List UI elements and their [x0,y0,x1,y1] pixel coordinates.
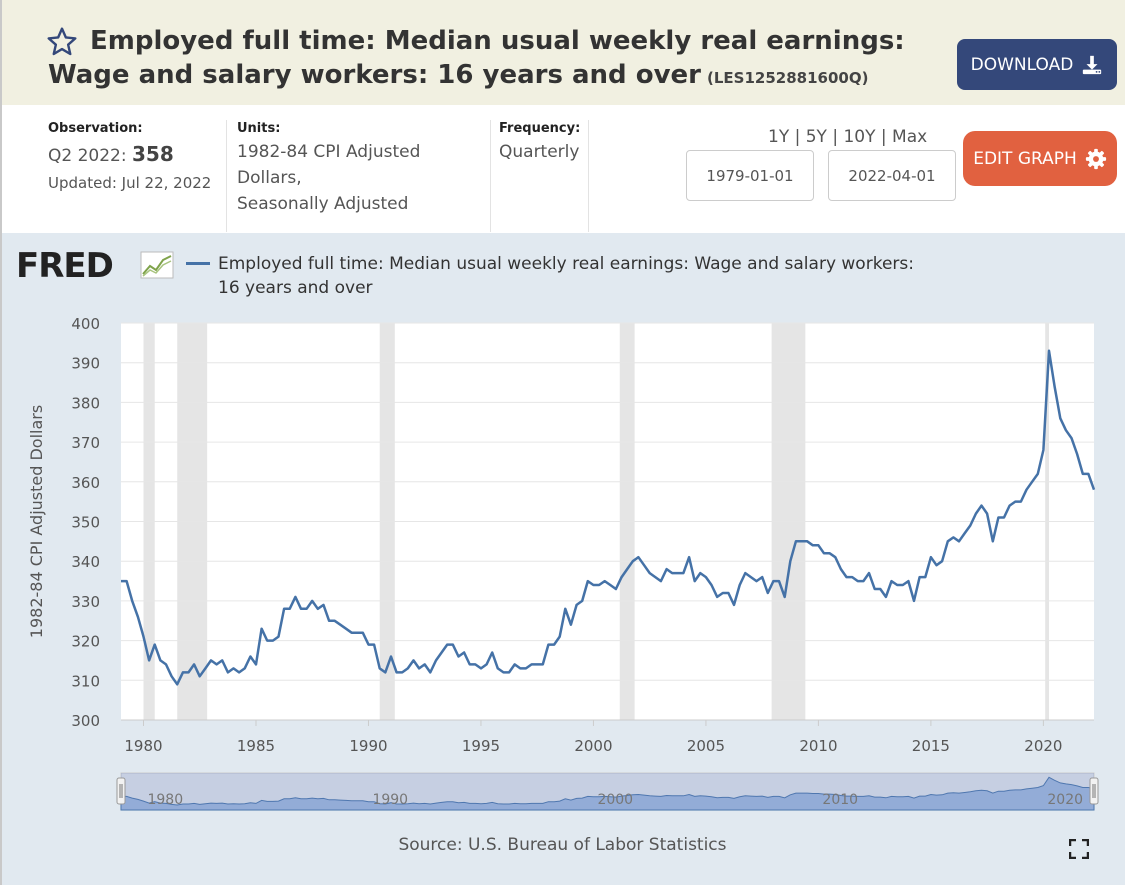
y-tick-label: 400 [71,315,100,333]
x-tick-label: 1990 [349,737,387,755]
y-tick-label: 300 [71,712,100,730]
y-tick-label: 310 [71,672,100,690]
updated-date: Updated: Jul 22, 2022 [48,174,212,192]
fred-logo-text: FRED [16,246,113,282]
download-button[interactable]: DOWNLOAD [957,39,1117,90]
observation-label: Observation: [48,121,143,136]
x-tick-label: 1980 [124,737,162,755]
y-tick-label: 320 [71,633,100,651]
divider [490,120,491,232]
divider [588,120,589,232]
x-tick-label: 2015 [912,737,950,755]
y-axis-label: 1982-84 CPI Adjusted Dollars [27,405,46,638]
star-icon[interactable] [46,26,78,58]
units-line-2: Dollars, [237,168,302,188]
line-chart[interactable]: 300 310 320 330 340 350 360 370 380 390 400 1980 19… [0,300,1125,820]
units-label: Units: [237,121,281,136]
x-tick-label: 2005 [687,737,725,755]
series-id: (LES1252881600Q) [706,69,869,87]
y-tick-label: 390 [71,355,100,373]
legend-label: Employed full time: Median usual weekly … [218,254,914,298]
frequency-label: Frequency: [499,121,581,136]
navigator-series [120,776,1095,811]
x-tick-label: 2000 [574,737,612,755]
fullscreen-icon[interactable] [1069,839,1089,859]
x-tick-label: 2010 [799,737,837,755]
navigator-tick-label: 2020 [1047,792,1083,808]
series-line [121,349,1096,686]
edit-graph-button[interactable]: EDIT GRAPH [963,131,1117,186]
navigator-tick-label: 2010 [822,792,858,808]
frequency-value: Quarterly [499,142,580,162]
gear-icon [1085,148,1106,169]
observation-value: Q2 2022: 358 [48,141,174,169]
y-tick-label: 330 [71,593,100,611]
observation-period: Q2 2022: [48,146,127,166]
legend-swatch [186,262,210,265]
navigator-handle[interactable] [116,777,126,805]
y-tick-label: 380 [71,394,100,412]
edit-graph-label: EDIT GRAPH [973,148,1077,169]
end-date-input[interactable]: 2022-04-01 [828,150,956,201]
x-tick-label: 1985 [237,737,275,755]
navigator-handle[interactable] [1089,777,1099,805]
y-tick-label: 340 [71,553,100,571]
page-title: Employed full time: Median usual weekly … [48,24,928,95]
navigator-tick-label: 2000 [597,792,633,808]
fred-logo: FRED [16,246,174,282]
x-tick-label: 2020 [1024,737,1062,755]
divider [226,120,227,232]
source-text: Source: U.S. Bureau of Labor Statistics [398,835,727,855]
navigator-mask [121,773,1094,810]
y-tick-label: 370 [71,434,100,452]
download-label: DOWNLOAD [970,54,1074,75]
y-tick-label: 350 [71,514,100,532]
title-bar [0,0,1125,105]
observation-number: 358 [132,142,174,166]
units-line-1: 1982-84 CPI Adjusted [237,142,421,162]
y-tick-label: 360 [71,474,100,492]
x-tick-label: 1995 [462,737,500,755]
navigator-tick-label: 1980 [147,792,183,808]
navigator-tick-label: 1990 [372,792,408,808]
range-links[interactable]: 1Y | 5Y | 10Y | Max [768,127,928,147]
download-icon [1083,55,1102,74]
units-line-3: Seasonally Adjusted [237,194,409,214]
start-date-input[interactable]: 1979-01-01 [686,150,814,201]
title-label: Employed full time: Median usual weekly … [48,26,905,90]
